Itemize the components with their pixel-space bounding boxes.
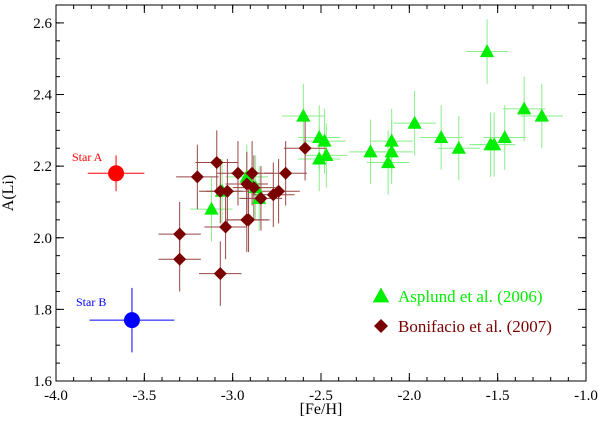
asplund-data-point — [534, 108, 549, 122]
bonifacio-data-point — [220, 184, 234, 198]
asplund-data-point — [380, 155, 396, 169]
x-tick-label: -2.0 — [397, 388, 421, 404]
star-a-marker — [108, 165, 125, 182]
asplund-data-point — [384, 133, 399, 147]
legend-bonifacio-label: Bonifacio et al. (2007) — [398, 317, 552, 336]
asplund-data-point — [497, 130, 512, 144]
bonifacio-data-point — [210, 156, 224, 170]
y-tick-label: 2.0 — [33, 231, 52, 247]
x-axis-title: [Fe/H] — [300, 401, 343, 418]
x-tick-label: -1.0 — [574, 388, 598, 404]
bonifacio-data-point — [254, 191, 268, 205]
asplund-data-point — [384, 144, 399, 158]
star-a-label: Star A — [72, 150, 103, 164]
bonifacio-data-point — [279, 166, 293, 180]
bonifacio-data-point — [190, 170, 204, 184]
asplund-data-point — [319, 147, 334, 161]
y-tick-label: 1.8 — [33, 302, 52, 318]
asplund-data-point — [296, 108, 311, 122]
legend-asplund-marker — [372, 287, 390, 303]
annotations-layer: Star A Star B — [72, 150, 106, 309]
y-tick-label: 1.6 — [33, 374, 52, 390]
bonifacio-data-point — [245, 166, 259, 180]
asplund-data-point — [312, 151, 327, 165]
bonifacio-data-point — [213, 184, 227, 198]
axes-layer: -4.0 -3.5 -3.0 -2.5 -2.0 -1.5 -1.0 1.6 1.8 2.0 2.2… — [0, 4, 598, 418]
x-tick-label: -4.0 — [44, 388, 68, 404]
asplund-data-point — [204, 201, 219, 215]
asplund-data-point — [486, 137, 502, 151]
legend-bonifacio-marker — [374, 319, 388, 333]
bonifacio-data-point — [298, 141, 312, 155]
y-tick-label: 2.6 — [33, 16, 52, 32]
asplund-data-point — [407, 115, 422, 129]
legend: Asplund et al. (2006) Bonifacio et al. (2… — [372, 287, 552, 336]
asplund-data-point — [363, 144, 378, 158]
star-b-label: Star B — [76, 295, 106, 309]
markers-layer — [108, 44, 549, 329]
x-tick-label: -3.5 — [132, 388, 156, 404]
x-tick-label: -2.5 — [309, 388, 333, 404]
x-tick-label: -3.0 — [221, 388, 245, 404]
bonifacio-data-point — [231, 166, 245, 180]
bonifacio-data-point — [173, 227, 187, 241]
y-axis-title: A(Li) — [0, 175, 17, 211]
bonifacio-data-point — [219, 220, 233, 234]
asplund-data-point — [239, 169, 254, 183]
bonifacio-data-point — [247, 181, 261, 195]
bonifacio-data-point — [240, 213, 254, 227]
asplund-data-point — [317, 133, 332, 147]
bonifacio-data-point — [213, 267, 227, 281]
asplund-data-point — [479, 44, 495, 58]
asplund-data-point — [517, 101, 532, 115]
star-b-marker — [123, 312, 140, 329]
bonifacio-data-point — [266, 188, 280, 202]
legend-asplund-label: Asplund et al. (2006) — [398, 287, 542, 306]
y-tick-label: 2.4 — [33, 88, 52, 104]
x-tick-label: -1.5 — [486, 388, 510, 404]
y-tick-label: 2.2 — [33, 159, 52, 175]
asplund-data-point — [451, 140, 466, 154]
asplund-data-point — [433, 130, 449, 144]
bonifacio-data-point — [173, 252, 187, 266]
